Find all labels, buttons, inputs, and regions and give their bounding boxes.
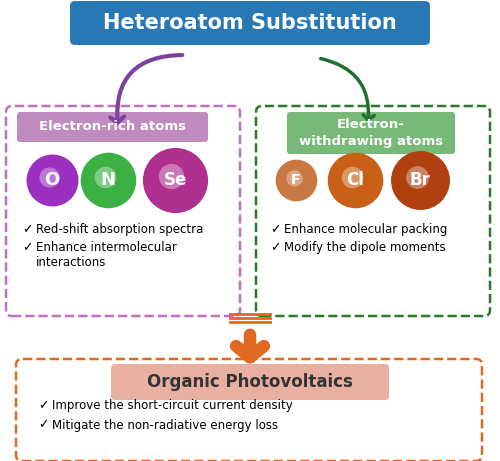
- Point: [45, 173, 53, 181]
- Point: [412, 173, 420, 180]
- Text: Heteroatom Substitution: Heteroatom Substitution: [103, 13, 397, 33]
- Text: Electron-rich atoms: Electron-rich atoms: [39, 120, 186, 134]
- Text: Organic Photovoltaics: Organic Photovoltaics: [147, 373, 353, 391]
- Point: [167, 172, 175, 180]
- Text: Red-shift absorption spectra: Red-shift absorption spectra: [36, 224, 203, 236]
- Text: ✓: ✓: [270, 242, 280, 254]
- Text: Se: Se: [164, 171, 186, 189]
- Text: O: O: [44, 171, 60, 189]
- FancyBboxPatch shape: [6, 106, 240, 316]
- FancyBboxPatch shape: [70, 1, 430, 45]
- Text: Cl: Cl: [346, 171, 364, 189]
- Point: [104, 176, 112, 183]
- Text: Modify the dipole moments: Modify the dipole moments: [284, 242, 446, 254]
- FancyBboxPatch shape: [256, 106, 490, 316]
- Text: interactions: interactions: [36, 255, 106, 268]
- Text: Br: Br: [410, 171, 430, 189]
- Text: N: N: [100, 171, 116, 189]
- Point: [292, 176, 300, 183]
- FancyBboxPatch shape: [16, 359, 482, 461]
- Point: [290, 174, 298, 181]
- Point: [416, 176, 424, 183]
- Text: ✓: ✓: [270, 224, 280, 236]
- Text: Improve the short-circuit current density: Improve the short-circuit current densit…: [52, 400, 293, 413]
- FancyBboxPatch shape: [111, 364, 389, 400]
- Point: [171, 176, 179, 183]
- FancyBboxPatch shape: [17, 112, 208, 142]
- Point: [348, 173, 356, 181]
- Text: Enhance intermolecular: Enhance intermolecular: [36, 242, 177, 254]
- FancyBboxPatch shape: [287, 112, 455, 154]
- Text: Electron-
withdrawing atoms: Electron- withdrawing atoms: [299, 118, 443, 148]
- Point: [48, 176, 56, 183]
- Text: Enhance molecular packing: Enhance molecular packing: [284, 224, 448, 236]
- Point: [351, 176, 359, 183]
- Point: [101, 173, 109, 181]
- Text: ✓: ✓: [22, 224, 32, 236]
- Text: Mitigate the non-radiative energy loss: Mitigate the non-radiative energy loss: [52, 419, 278, 431]
- Text: ✓: ✓: [38, 400, 48, 413]
- Text: F: F: [291, 173, 301, 187]
- Text: ✓: ✓: [22, 242, 32, 254]
- Text: ✓: ✓: [38, 419, 48, 431]
